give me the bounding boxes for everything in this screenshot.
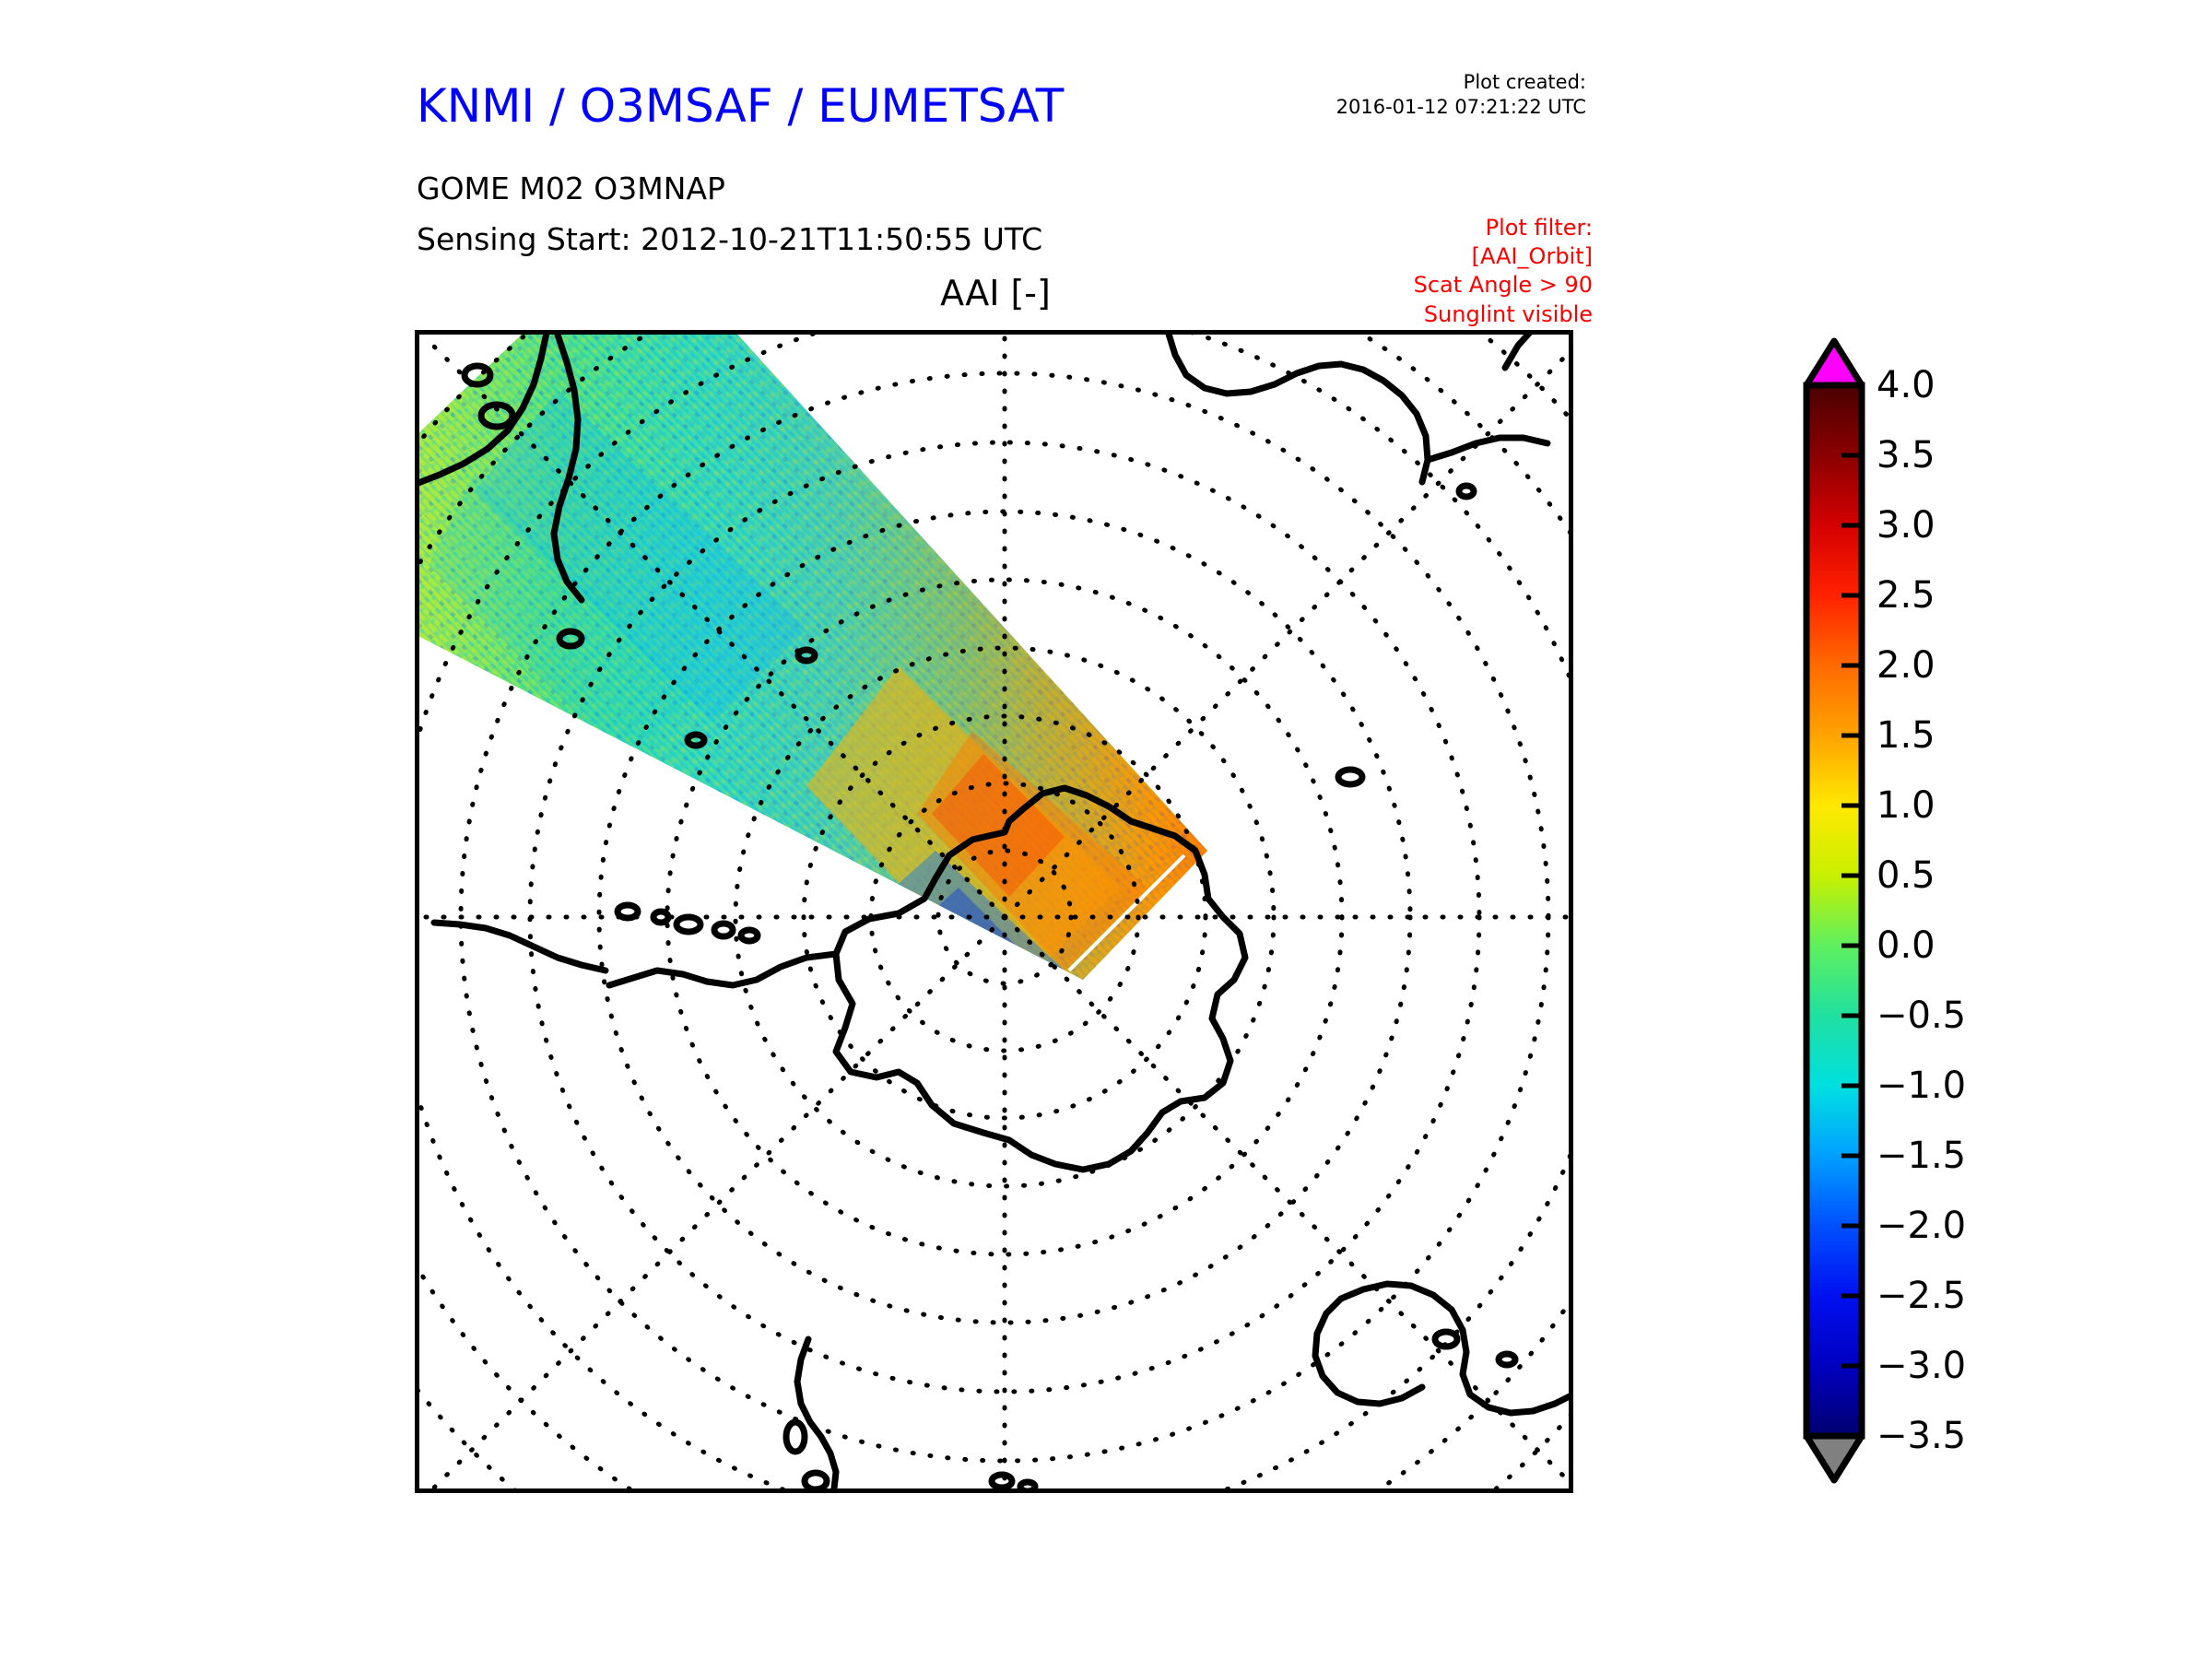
plot-created-block: Plot created: 2016-01-12 07:21:22 UTC bbox=[1336, 70, 1586, 121]
organization-title: KNMI / O3MSAF / EUMETSAT bbox=[417, 79, 1065, 133]
satellite-swath bbox=[419, 335, 1207, 980]
colorbar-gradient bbox=[1803, 337, 1865, 1484]
polar-map bbox=[419, 335, 1569, 1488]
colorbar-tick-label: −2.0 bbox=[1877, 1205, 1967, 1247]
colorbar-tick-label: 4.0 bbox=[1877, 364, 1936, 406]
sensing-start-line: Sensing Start: 2012-10-21T11:50:55 UTC bbox=[417, 221, 1043, 257]
colorbar-tick-label: 2.0 bbox=[1877, 644, 1936, 687]
colorbar-tick-label: 1.5 bbox=[1877, 714, 1936, 757]
colorbar-tick-label: 0.0 bbox=[1877, 924, 1936, 967]
coastlines bbox=[419, 335, 1569, 1488]
plot-filter-block: Plot filter: [AAI_Orbit] Scat Angle > 90… bbox=[1414, 214, 1593, 329]
colorbar: 4.0 3.5 3.0 2.5 2.0 1.5 1.0 0.5 0.0 −0.5… bbox=[1799, 332, 2103, 1488]
colorbar-tick-label: 0.5 bbox=[1877, 854, 1936, 897]
colorbar-tick-label: −0.5 bbox=[1877, 994, 1967, 1037]
plot-filter-sunglint: Sunglint visible bbox=[1423, 300, 1593, 327]
colorbar-tick-label: 3.5 bbox=[1877, 434, 1936, 477]
instrument-line: GOME M02 O3MNAP bbox=[417, 171, 725, 206]
colorbar-under-arrow bbox=[1803, 1432, 1865, 1484]
colorbar-tick-label: −1.0 bbox=[1877, 1065, 1967, 1107]
colorbar-tick-label: 2.5 bbox=[1877, 574, 1936, 617]
colorbar-tick-label: 3.0 bbox=[1877, 504, 1936, 547]
plot-filter-scat-angle: Scat Angle > 90 bbox=[1413, 272, 1593, 299]
plot-created-label: Plot created: bbox=[1463, 71, 1586, 93]
colorbar-ticks bbox=[1841, 382, 1862, 1439]
colorbar-tick-label: −3.5 bbox=[1877, 1415, 1967, 1457]
colorbar-body bbox=[1803, 382, 1865, 1440]
colorbar-tick-label: −1.5 bbox=[1877, 1135, 1967, 1177]
colorbar-tick-label: −2.5 bbox=[1877, 1275, 1967, 1317]
plot-filter-name: [AAI_Orbit] bbox=[1471, 243, 1593, 270]
colorbar-tick-label: −3.0 bbox=[1877, 1345, 1967, 1387]
colorbar-tick-label: 1.0 bbox=[1877, 784, 1936, 827]
plot-filter-label: Plot filter: bbox=[1485, 215, 1593, 241]
map-plot-area bbox=[415, 330, 1573, 1493]
colorbar-over-arrow bbox=[1803, 337, 1865, 389]
plot-title: AAI [-] bbox=[940, 273, 1051, 313]
plot-created-value: 2016-01-12 07:21:22 UTC bbox=[1335, 96, 1586, 119]
